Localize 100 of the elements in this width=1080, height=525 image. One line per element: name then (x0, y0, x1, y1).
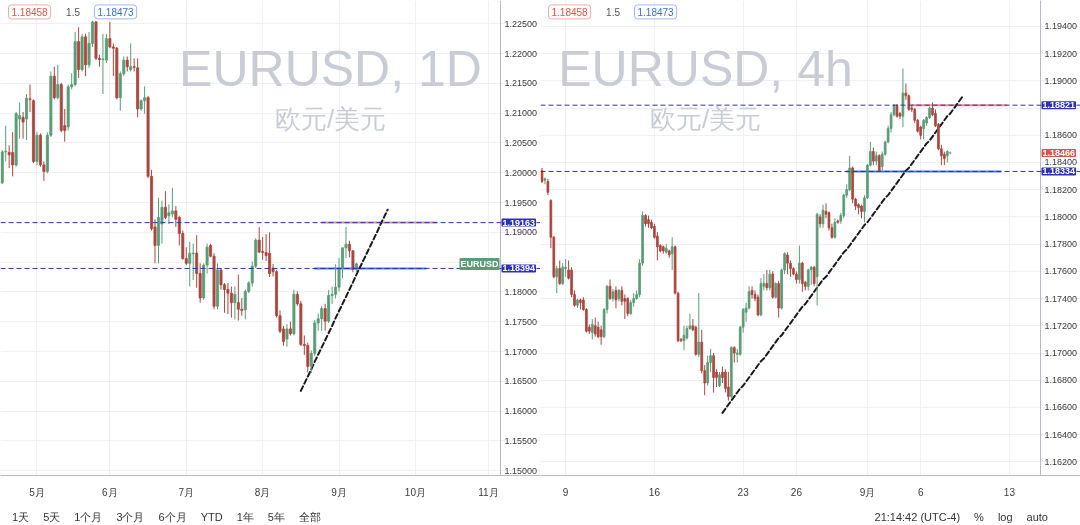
y-tick-label: 1.19000 (504, 227, 538, 238)
candlestick (233, 286, 237, 320)
y-tick-label: 1.18000 (1044, 211, 1078, 222)
annotation: 1.18473 (637, 6, 675, 18)
candlestick (727, 371, 730, 402)
candlestick (143, 85, 147, 115)
ref-line-label: 1.18334 (1042, 166, 1076, 177)
y-tick-label: 1.20000 (504, 167, 538, 178)
y-tick-label: 1.15000 (504, 465, 538, 476)
y-tick-label: 1.17600 (1044, 266, 1078, 277)
candlestick (25, 93, 29, 141)
candlestick (712, 352, 715, 393)
y-tick-label: 1.16500 (504, 376, 538, 387)
candlestick (191, 243, 195, 281)
candlestick (188, 241, 192, 288)
x-tick-label: 5月 (29, 486, 45, 498)
y-tick-label: 1.19200 (1044, 48, 1078, 59)
x-tick-label: 6月 (102, 486, 118, 498)
text: 1年 (236, 510, 254, 525)
annotation: 1.18458 (551, 6, 589, 18)
text: YTD (200, 510, 223, 525)
y-tick-label: 1.17500 (504, 316, 538, 327)
y-tick-label: 1.17400 (1044, 293, 1078, 304)
y-tick-label: 1.16600 (1044, 402, 1078, 413)
x-tick-label: 9 (562, 486, 569, 498)
y-tick-label: 1.17000 (504, 346, 538, 357)
line-series (299, 208, 389, 392)
y-tick-label: 1.19500 (504, 197, 538, 208)
annotation: EURUSD (460, 258, 499, 269)
candlestick (261, 236, 265, 261)
annotation: 1.5 (66, 6, 81, 18)
y-tick-label: 1.17000 (1044, 348, 1078, 359)
y-tick-label: 1.17200 (1044, 320, 1078, 331)
x-tick-label: 13 (1003, 486, 1016, 498)
text: 21:14:42 (UTC-4) (874, 510, 961, 525)
candlestick (320, 305, 324, 332)
x-tick-label: 16 (648, 486, 661, 498)
text: 全部 (298, 510, 321, 525)
text: 3个月 (116, 510, 145, 525)
text: auto (1026, 510, 1048, 525)
y-tick-label: 1.19400 (1044, 21, 1078, 32)
y-tick-label: 1.16000 (504, 406, 538, 417)
ref-line-label: 1.19163 (502, 217, 536, 228)
candlestick (809, 265, 813, 286)
y-tick-label: 1.21500 (504, 78, 538, 89)
x-tick-label: 6 (917, 486, 924, 498)
y-tick-label: 1.18000 (504, 286, 538, 297)
y-tick-label: 1.18200 (1044, 184, 1078, 195)
x-tick-label: 9月 (859, 486, 876, 498)
x-tick-label: 23 (737, 486, 750, 498)
text: log (997, 510, 1013, 525)
y-tick-label: 1.16200 (1044, 456, 1078, 467)
text: 1个月 (74, 510, 103, 525)
y-tick-label: 1.20500 (504, 137, 538, 148)
candlestick (163, 190, 167, 220)
annotation: 1.18458 (11, 6, 49, 18)
candlestick (765, 269, 769, 291)
candlestick (599, 325, 603, 346)
y-tick-label: 1.17800 (1044, 239, 1078, 250)
text: 1.18466 (1042, 147, 1076, 158)
candlestick (236, 274, 240, 322)
y-tick-label: 1.19000 (1044, 75, 1078, 86)
candlestick (7, 144, 11, 169)
y-tick-label: 1.22000 (504, 48, 538, 59)
ref-line-label: 1.18394 (502, 263, 536, 274)
y-tick-label: 1.22500 (504, 18, 538, 29)
y-tick-label: 1.16800 (1044, 375, 1078, 386)
annotation: 1.5 (606, 6, 621, 18)
x-tick-label: 26 (790, 486, 803, 498)
candlestick (101, 33, 105, 95)
x-tick-label: 7月 (178, 486, 195, 498)
candlestick (226, 282, 230, 315)
y-tick-label: 1.18400 (1044, 157, 1078, 168)
text: 5天 (43, 510, 61, 525)
candlestick (229, 286, 233, 319)
y-tick-label: 1.15500 (504, 435, 538, 446)
x-tick-label: 8月 (254, 486, 271, 498)
candlestick (561, 262, 565, 286)
candlestick (798, 244, 801, 285)
x-tick-label: 11月 (478, 486, 499, 498)
y-tick-label: 1.18600 (1044, 130, 1078, 141)
candlestick (786, 251, 789, 275)
candlestick (750, 285, 754, 300)
y-tick-label: 1.21000 (504, 108, 538, 119)
candlestick (268, 231, 272, 278)
text: 5年 (267, 510, 285, 525)
candlestick (52, 66, 56, 100)
candlestick (543, 176, 547, 185)
candlestick (11, 131, 15, 177)
x-tick-label: 10月 (404, 486, 426, 498)
x-tick-label: 9月 (331, 486, 347, 498)
candlestick (555, 265, 559, 294)
text: % (974, 510, 984, 525)
text: 6个月 (158, 510, 187, 525)
candlestick (56, 64, 60, 100)
candlestick (21, 111, 25, 140)
y-tick-label: 1.16400 (1044, 429, 1078, 440)
annotation: 1.18473 (97, 6, 135, 18)
text: 1天 (12, 510, 30, 525)
ref-line-label: 1.18821 (1042, 100, 1076, 111)
